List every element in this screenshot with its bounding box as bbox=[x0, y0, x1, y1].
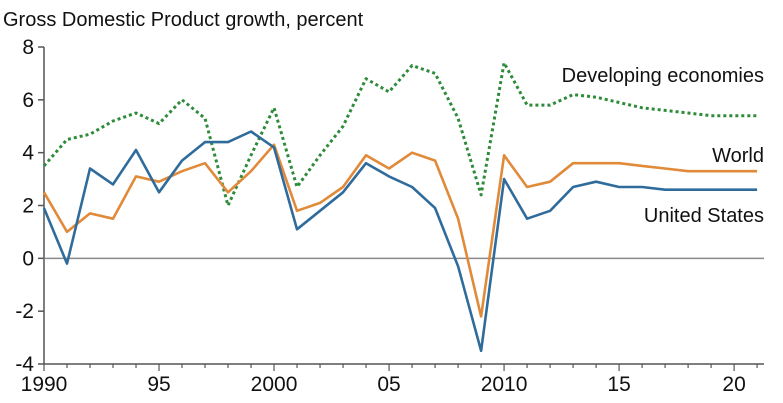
y-tick-label: 4 bbox=[22, 142, 34, 165]
series-label: Developing economies bbox=[562, 65, 764, 87]
series-label: United States bbox=[644, 205, 764, 227]
y-tick-label: 8 bbox=[22, 36, 34, 59]
series-line-world bbox=[42, 143, 758, 318]
y-tick-label: 6 bbox=[22, 89, 34, 112]
x-tick-label: 05 bbox=[377, 373, 400, 396]
series-label: World bbox=[712, 145, 764, 167]
y-tick-label: -4 bbox=[15, 353, 34, 376]
series-layer bbox=[42, 61, 758, 353]
series-line-united-states bbox=[42, 130, 758, 353]
chart-axes: -4 -2 0 2 4 6 8 1990 95 2000 05 2010 15 20 bbox=[15, 36, 764, 396]
y-tick-label: 0 bbox=[22, 247, 34, 270]
x-tick-label: 15 bbox=[607, 373, 630, 396]
x-tick-label: 20 bbox=[722, 373, 745, 396]
chart-title: Gross Domestic Product growth, percent bbox=[3, 9, 364, 31]
x-tick-label: 2010 bbox=[481, 373, 528, 396]
y-tick-label: -2 bbox=[15, 300, 34, 323]
y-tick-label: 2 bbox=[22, 195, 34, 218]
series-labels: Developing economies World United States bbox=[562, 65, 764, 227]
series-line-developing-economies bbox=[42, 61, 758, 207]
x-tick-label: 95 bbox=[147, 373, 170, 396]
x-tick-label: 1990 bbox=[21, 373, 68, 396]
x-tick-label: 2000 bbox=[251, 373, 298, 396]
